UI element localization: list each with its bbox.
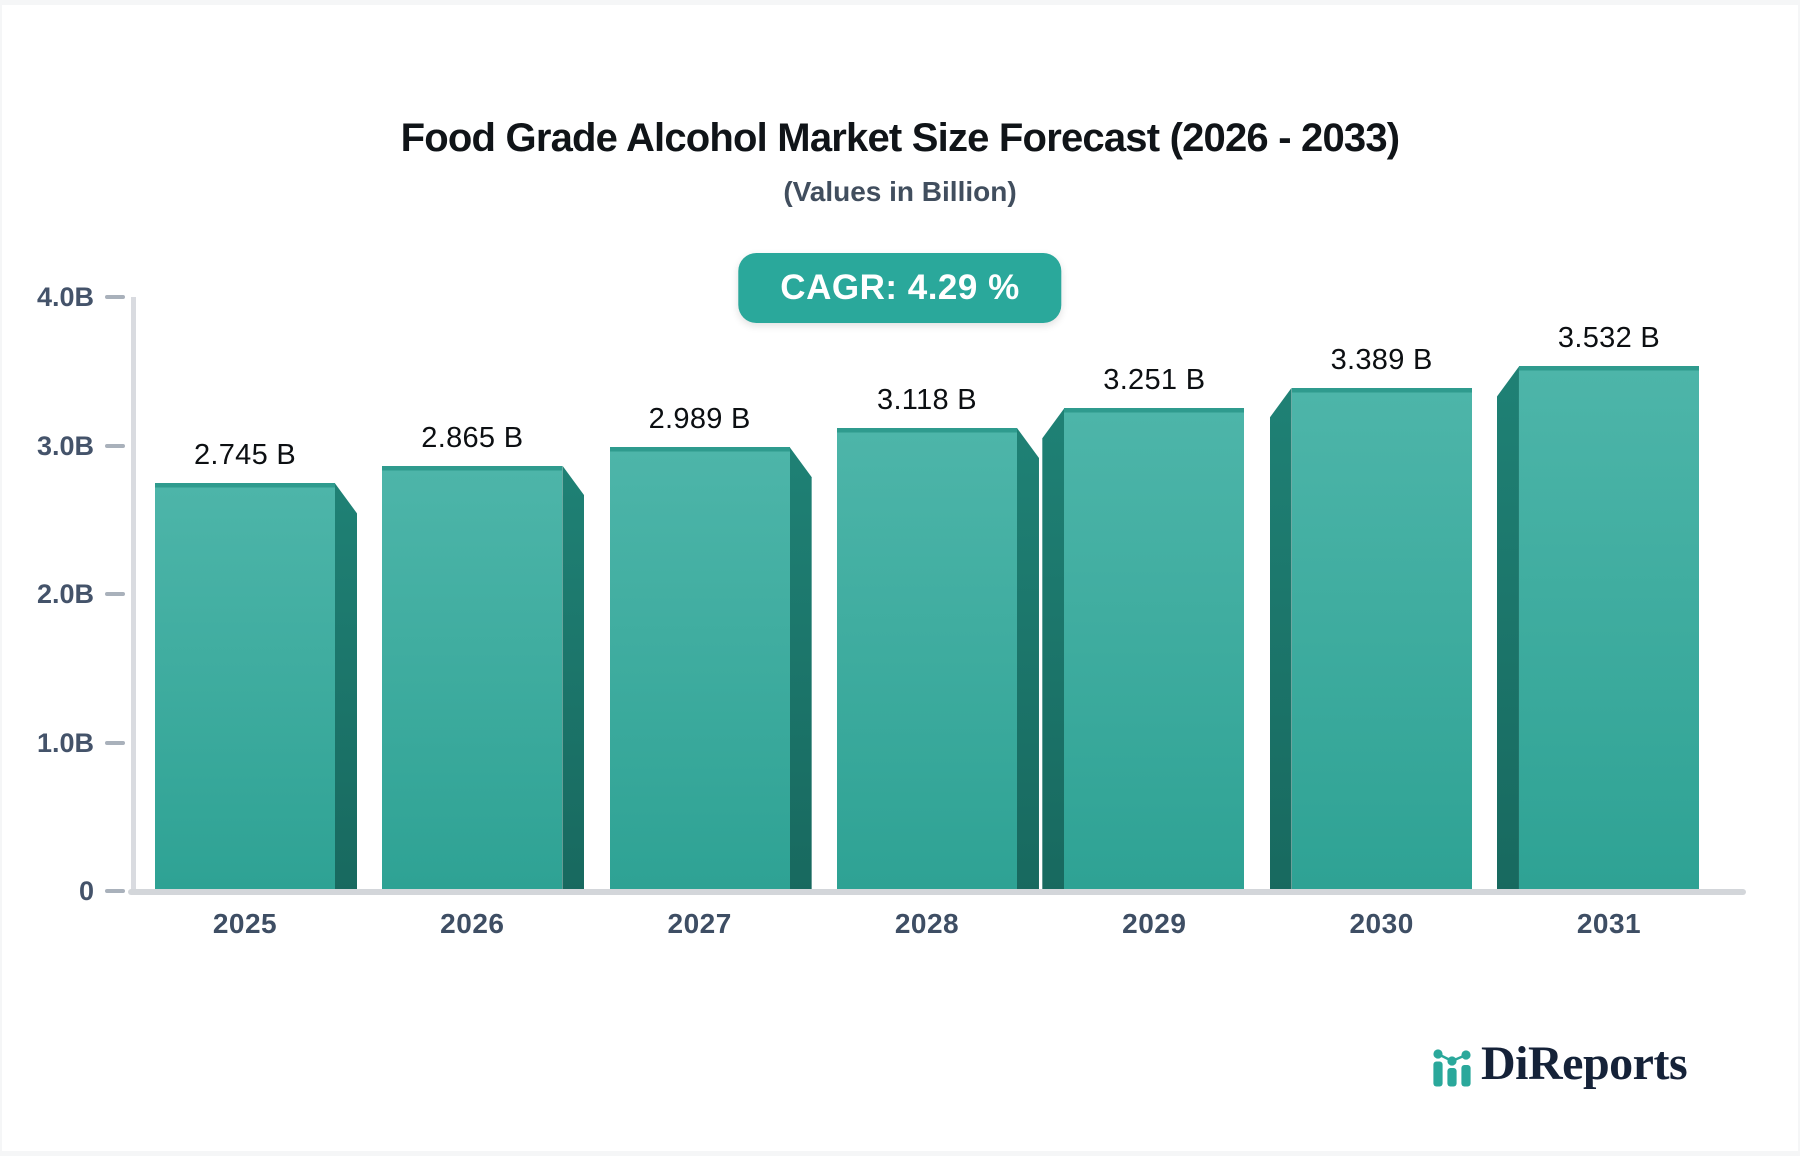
y-tick-label: 0 (78, 876, 94, 906)
bar-face (382, 465, 563, 891)
y-tick-dash (105, 295, 125, 299)
bar-value-label: 3.389 B (1330, 343, 1433, 376)
bar-face (155, 483, 335, 891)
y-tick-dash (105, 592, 125, 596)
y-tick-dash (105, 740, 125, 745)
bar-bevel (1496, 366, 1519, 891)
y-tick-label: 4.0B (36, 282, 94, 312)
bar-face (1291, 387, 1472, 891)
y-tick-label: 1.0B (36, 727, 94, 758)
bar-value-label: 3.251 B (1103, 364, 1206, 397)
chart-subtitle: (Values in Billion) (783, 176, 1017, 207)
bar-bevel (1042, 408, 1065, 891)
bar-value-label: 2.745 B (193, 439, 297, 472)
chart-title: Food Grade Alcohol Market Size Forecast … (400, 116, 1400, 160)
bar-bevel (335, 483, 357, 891)
brand-logo-text: DiReports (1481, 1037, 1688, 1090)
x-axis-label: 2029 (1122, 908, 1187, 939)
bar-face (1518, 366, 1699, 891)
bar-bevel (1016, 427, 1039, 891)
y-tick-label: 2.0B (36, 579, 94, 609)
bar-face (836, 427, 1017, 891)
y-tick-label: 3.0B (36, 430, 94, 461)
bar-bevel (789, 447, 812, 891)
y-tick-dash (105, 443, 125, 448)
y-tick-dash (105, 889, 125, 893)
y-axis-line (131, 297, 136, 893)
x-axis-label: 2025 (212, 908, 278, 939)
bar-value-label: 3.118 B (877, 383, 977, 416)
x-axis-label: 2031 (1576, 908, 1642, 939)
x-axis-label: 2026 (440, 908, 505, 939)
bar-value-label: 3.532 B (1557, 322, 1660, 355)
bar-face (1064, 408, 1245, 891)
bar-value-label: 2.989 B (648, 403, 751, 436)
x-axis-label: 2030 (1349, 908, 1414, 939)
bar-bevel (1269, 387, 1292, 891)
plot-area: 4.0B 3.0B 2.0B 1.0B 0 2.745 B 2.865 B 2.989 B 3… (2, 5, 1800, 1156)
bar-face (609, 447, 790, 891)
x-axis-label: 2027 (667, 908, 732, 939)
chart-card: Food Grade Alcohol Market Size Forecast … (2, 5, 1798, 1151)
bar-value-label: 2.865 B (421, 421, 524, 454)
cagr-badge: CAGR: 4.29 % (738, 253, 1062, 323)
bar-bevel (562, 465, 585, 891)
bar-line-chart-logo-icon (1433, 1049, 1471, 1087)
brand-logo: DiReports (1430, 1037, 1688, 1090)
x-axis-line (128, 889, 1746, 895)
x-axis-label: 2028 (894, 908, 960, 939)
